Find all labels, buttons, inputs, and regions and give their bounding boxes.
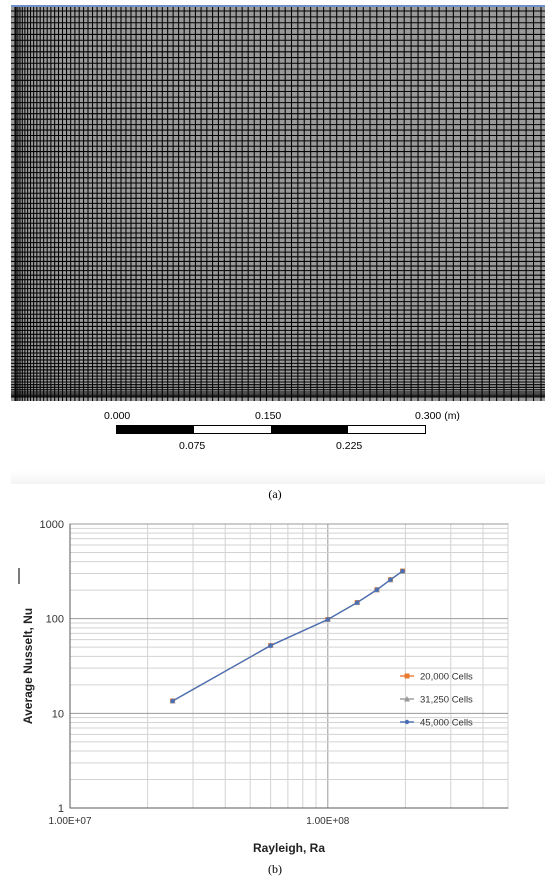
x-axis-title: Rayleigh, Ra	[253, 841, 325, 855]
mesh-background	[11, 7, 545, 401]
scale-bar-segment	[348, 426, 425, 433]
caption-a: (a)	[268, 487, 282, 501]
data-point	[325, 617, 331, 622]
scale-label-075: 0.075	[179, 440, 206, 452]
data-point	[170, 698, 175, 704]
data-point	[404, 696, 410, 702]
data-point	[404, 673, 410, 679]
scale-label-0: 0.000	[104, 410, 131, 422]
scale-label-225: 0.225	[336, 440, 363, 452]
y-tick-label: 1000	[40, 519, 64, 531]
scale-label-300: 0.300 (m)	[415, 410, 460, 422]
x-tick-label: 1.00E+07	[48, 816, 92, 827]
scale-bar-segment	[194, 426, 271, 433]
data-point	[354, 600, 360, 605]
data-point	[268, 643, 273, 648]
legend-label: 20,000 Cells	[420, 672, 473, 683]
scale-bar-segment	[117, 426, 194, 433]
legend-label: 45,000 Cells	[420, 718, 473, 729]
nusselt-chart: 1 10 100 1000 1.00E+07 1.00E+08 Rayleigh, Ra Av…	[18, 519, 509, 855]
data-point	[374, 587, 380, 592]
x-tick-label: 1.00E+08	[306, 816, 350, 827]
plot-area	[69, 523, 509, 809]
y-tick-label: 1	[58, 803, 64, 815]
data-point	[404, 719, 410, 725]
caption-b: (b)	[268, 862, 282, 876]
legend-label: 31,250 Cells	[420, 695, 473, 706]
y-axis-title: Average Nusselt, Nu	[21, 608, 35, 724]
data-point	[388, 577, 393, 582]
scale-label-150: 0.150	[255, 410, 282, 422]
y-tick-label: 10	[52, 708, 64, 720]
mesh-panel	[11, 5, 545, 401]
mesh-grid	[11, 7, 545, 401]
scale-bar-segment	[271, 426, 348, 433]
scan-fade	[11, 470, 545, 484]
data-point	[400, 568, 405, 574]
y-tick-label: 100	[46, 614, 64, 626]
scale-bar	[116, 425, 426, 434]
